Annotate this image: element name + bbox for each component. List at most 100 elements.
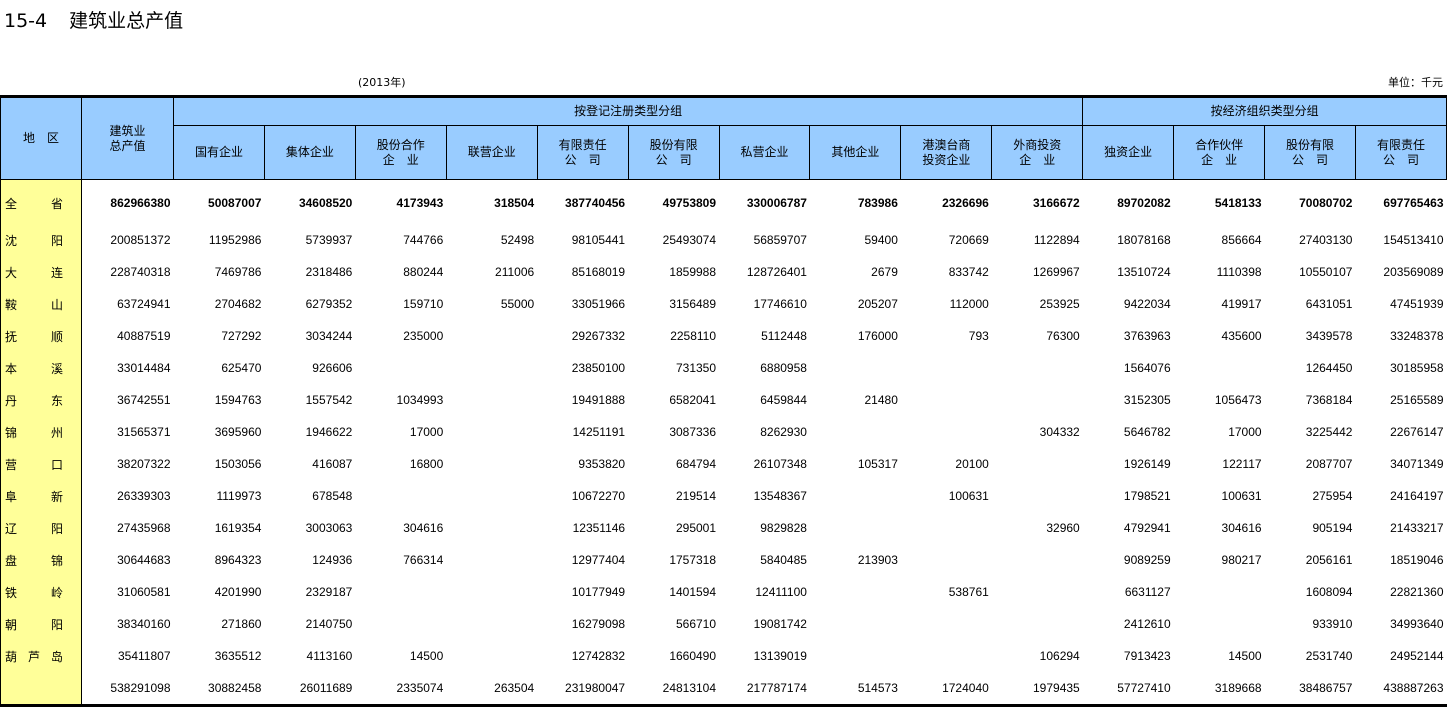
table-row: 朝阳 38340160 271860 2140750 16279098 566710 190… bbox=[0, 608, 1447, 640]
value-cell: 33014484 bbox=[117, 361, 171, 375]
value-cell: 5646782 bbox=[1123, 425, 1171, 439]
region-cell: 鞍山 bbox=[0, 288, 82, 320]
value-cell: 8964323 bbox=[214, 553, 262, 567]
region-cell: 全省 bbox=[0, 179, 82, 224]
value-cell: 4173943 bbox=[396, 196, 444, 210]
value-cell: 30882458 bbox=[173, 672, 265, 707]
value-cell: 12742832 bbox=[571, 649, 626, 663]
value-cell: 16800 bbox=[409, 457, 444, 471]
value-cell: 5739937 bbox=[305, 233, 353, 247]
value-cell: 9353820 bbox=[578, 457, 626, 471]
value-cell: 98105441 bbox=[571, 233, 626, 247]
value-cell: 17746610 bbox=[753, 297, 807, 311]
value-cell: 19491888 bbox=[571, 393, 626, 407]
column-header: 私营企业 bbox=[718, 125, 811, 180]
region-cell: 沈阳 bbox=[0, 224, 82, 256]
value-cell: 85168019 bbox=[571, 265, 626, 279]
value-cell: 1056473 bbox=[1214, 393, 1262, 407]
value-cell: 24813104 bbox=[628, 672, 720, 707]
value-cell bbox=[446, 576, 537, 608]
value-cell: 100631 bbox=[1221, 489, 1262, 503]
value-cell: 4201990 bbox=[214, 585, 262, 599]
region-name: 鞍山 bbox=[5, 297, 63, 312]
value-cell: 18519046 bbox=[1390, 553, 1444, 567]
value-cell: 70080702 bbox=[1299, 196, 1353, 210]
value-cell: 1608094 bbox=[1305, 585, 1353, 599]
value-cell: 304616 bbox=[403, 521, 444, 535]
region-cell: 朝阳 bbox=[0, 608, 82, 640]
value-cell bbox=[992, 576, 1083, 608]
value-cell: 1110398 bbox=[1216, 265, 1262, 279]
value-cell: 1594763 bbox=[214, 393, 262, 407]
header-total: 建筑业 总产值 bbox=[81, 95, 174, 180]
value-cell: 783986 bbox=[857, 196, 898, 210]
value-cell bbox=[446, 544, 537, 576]
header-group-organization: 按经济组织类型分组 bbox=[1082, 95, 1447, 126]
value-cell: 30185958 bbox=[1390, 361, 1444, 375]
region-cell: 葫芦岛 bbox=[0, 640, 82, 672]
value-cell: 38486757 bbox=[1264, 672, 1356, 707]
value-cell: 253925 bbox=[1039, 297, 1080, 311]
value-cell: 52498 bbox=[500, 233, 535, 247]
value-cell bbox=[810, 416, 901, 448]
value-cell: 6279352 bbox=[305, 297, 353, 311]
value-cell bbox=[355, 352, 446, 384]
value-cell: 1926149 bbox=[1123, 457, 1171, 471]
value-cell: 76300 bbox=[1046, 329, 1080, 343]
header-region: 地 区 bbox=[0, 95, 82, 180]
value-cell: 295001 bbox=[675, 521, 717, 535]
column-header: 外商投资 企 业 bbox=[991, 125, 1084, 180]
value-cell: 8262930 bbox=[760, 425, 807, 439]
value-cell: 744766 bbox=[403, 233, 444, 247]
value-cell: 25493074 bbox=[662, 233, 717, 247]
value-cell: 2140750 bbox=[305, 617, 353, 631]
table-row: 辽阳 27435968 1619354 3003063 304616 12351146 29… bbox=[0, 512, 1447, 544]
value-cell: 720669 bbox=[948, 233, 989, 247]
table-row: 阜新 26339303 1119973 678548 10672270 219514 135… bbox=[0, 480, 1447, 512]
value-cell bbox=[446, 448, 537, 480]
value-cell: 106294 bbox=[1039, 649, 1080, 663]
value-cell: 33248378 bbox=[1390, 329, 1444, 343]
table-row: 锦州 31565371 3695960 1946622 17000 14251191 308… bbox=[0, 416, 1447, 448]
region-name: 丹东 bbox=[5, 393, 63, 408]
value-cell: 3439578 bbox=[1305, 329, 1353, 343]
value-cell bbox=[901, 384, 992, 416]
region-cell: 铁岭 bbox=[0, 576, 82, 608]
value-cell: 514573 bbox=[809, 672, 901, 707]
value-cell bbox=[355, 576, 446, 608]
table-row: 丹东 36742551 1594763 1557542 1034993 19491888 6… bbox=[0, 384, 1447, 416]
region-name: 锦州 bbox=[5, 425, 63, 440]
region-name: 大连 bbox=[5, 265, 63, 280]
value-cell: 10672270 bbox=[571, 489, 626, 503]
value-cell: 25165589 bbox=[1390, 393, 1444, 407]
value-cell: 1503056 bbox=[214, 457, 262, 471]
table-row: 全省 862966380 50087007 34608520 4173943 318504… bbox=[0, 179, 1447, 224]
value-cell: 56859707 bbox=[753, 233, 807, 247]
value-cell bbox=[1174, 608, 1265, 640]
value-cell: 100631 bbox=[948, 489, 989, 503]
value-cell: 30644683 bbox=[117, 553, 171, 567]
value-cell: 7368184 bbox=[1305, 393, 1353, 407]
value-cell bbox=[992, 352, 1083, 384]
value-cell bbox=[992, 448, 1083, 480]
value-cell: 766314 bbox=[403, 553, 444, 567]
value-cell: 34071349 bbox=[1390, 457, 1444, 471]
value-cell: 6880958 bbox=[760, 361, 807, 375]
value-cell: 12411100 bbox=[755, 585, 807, 599]
value-cell: 13139019 bbox=[753, 649, 807, 663]
value-cell: 3695960 bbox=[214, 425, 262, 439]
value-cell: 271860 bbox=[221, 617, 262, 631]
value-cell: 205207 bbox=[857, 297, 898, 311]
value-cell: 200851372 bbox=[110, 233, 171, 247]
value-cell bbox=[810, 480, 901, 512]
value-cell: 1269967 bbox=[1033, 265, 1080, 279]
value-cell bbox=[810, 352, 901, 384]
value-cell: 22676147 bbox=[1390, 425, 1444, 439]
value-cell bbox=[992, 480, 1083, 512]
region-name: 营口 bbox=[5, 457, 63, 472]
value-cell: 4113160 bbox=[306, 649, 353, 663]
value-cell: 17000 bbox=[1228, 425, 1262, 439]
value-cell: 3034244 bbox=[305, 329, 353, 343]
value-cell: 318504 bbox=[494, 196, 535, 210]
value-cell: 330006787 bbox=[746, 196, 807, 210]
